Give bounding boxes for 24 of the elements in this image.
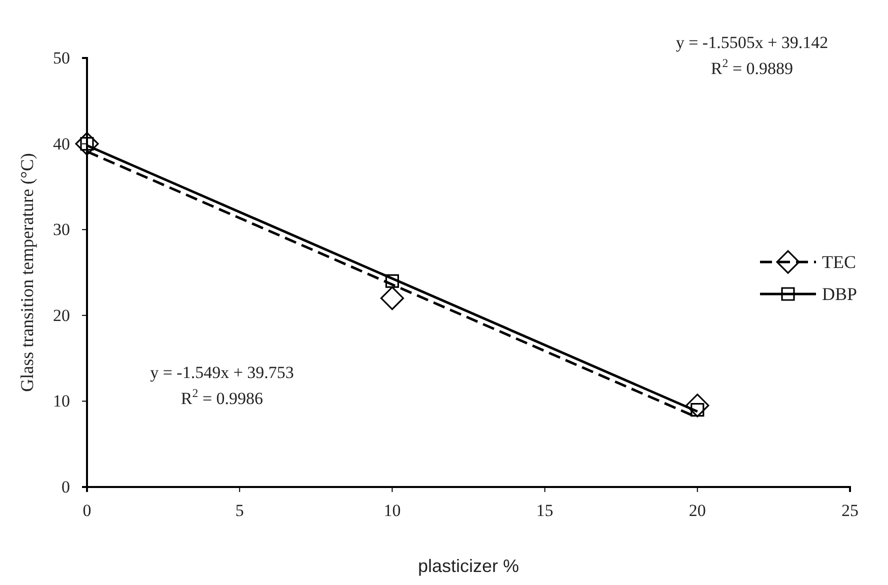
text: y = -1.5505x + 39.142 xyxy=(676,33,828,52)
x-tick-label: 15 xyxy=(536,501,554,520)
point xyxy=(385,274,399,288)
legend-label: DBP xyxy=(822,284,858,304)
y-tick-label: 10 xyxy=(53,392,70,411)
point xyxy=(75,132,99,156)
y-tick-label: 40 xyxy=(53,134,70,154)
y-tick-label: 30 xyxy=(53,220,70,240)
annotation: R$^{2}$ = 0.9986 xyxy=(180,386,264,408)
x-tick-label: 0 xyxy=(82,501,92,520)
y-axis-title: Glass transition temperature (°C) xyxy=(17,153,37,392)
x-tick-label: 5 xyxy=(235,501,244,520)
y-tick-label: 0 xyxy=(62,477,70,496)
legend-label: TEC xyxy=(822,252,856,272)
annotation: y = -1.549x + 39.753 xyxy=(150,363,294,382)
x-tick-label: 25 xyxy=(842,501,858,520)
x-axis-title: plasticizer % xyxy=(418,556,520,576)
point xyxy=(380,286,404,310)
y-tick-label: 50 xyxy=(53,48,70,68)
x-tick-label: 20 xyxy=(688,501,706,520)
point xyxy=(686,394,710,418)
annotation: R$^{2}$ = 0.9889 xyxy=(710,56,794,78)
y-tick-label: 20 xyxy=(53,306,70,325)
x-tick-label: 10 xyxy=(384,501,401,520)
